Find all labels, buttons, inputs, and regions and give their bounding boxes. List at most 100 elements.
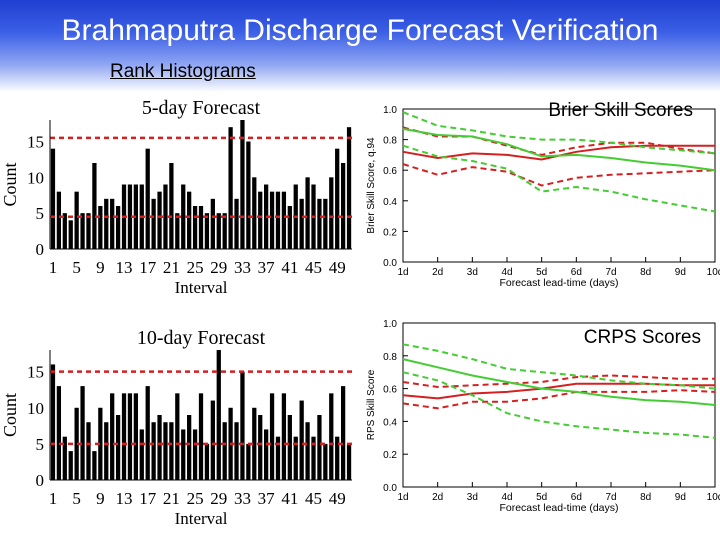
histogram-bar bbox=[151, 198, 156, 249]
x-tick-label: 45 bbox=[305, 489, 322, 508]
histogram-bar bbox=[252, 407, 257, 480]
histogram-bar bbox=[181, 429, 186, 480]
x-axis-label: Interval bbox=[175, 509, 228, 528]
histogram-bar bbox=[240, 371, 245, 480]
x-tick-label: 5 bbox=[72, 489, 81, 508]
histogram-bar bbox=[216, 213, 221, 249]
plot-frame bbox=[402, 108, 716, 263]
histogram-bar bbox=[92, 163, 97, 249]
histogram-bar bbox=[275, 436, 281, 480]
histogram-bar bbox=[98, 407, 103, 480]
chart-title: Brier Skill Scores bbox=[548, 100, 693, 121]
histogram-bar bbox=[80, 213, 85, 249]
x-tick-label: 25 bbox=[187, 489, 204, 508]
histogram-bar bbox=[127, 393, 133, 480]
x-tick-label: 25 bbox=[187, 258, 204, 277]
histogram-bar bbox=[287, 206, 292, 249]
histogram-bar bbox=[335, 148, 340, 249]
y-axis-label: Count bbox=[0, 393, 20, 437]
y-tick-label: 0.0 bbox=[383, 258, 397, 269]
series-red-upper bbox=[402, 374, 715, 389]
chart-title: CRPS Scores bbox=[584, 327, 701, 348]
histogram-bar bbox=[258, 191, 263, 249]
x-tick-label: 6d bbox=[571, 267, 582, 278]
histogram-bar bbox=[74, 407, 79, 480]
histogram-bar bbox=[98, 206, 103, 249]
y-tick-label: 5 bbox=[36, 435, 45, 454]
histogram-bar bbox=[163, 184, 168, 249]
x-tick-label: 21 bbox=[163, 489, 180, 508]
histogram-bar bbox=[80, 386, 85, 480]
histogram-bar bbox=[323, 443, 328, 480]
x-tick-label: 2d bbox=[432, 492, 443, 503]
histogram-bar bbox=[228, 127, 233, 249]
x-tick-label: 3d bbox=[467, 492, 478, 503]
x-axis-label: Interval bbox=[175, 278, 228, 297]
x-tick-label: 7d bbox=[605, 267, 616, 278]
histogram-bar bbox=[323, 198, 328, 249]
x-tick-label: 1d bbox=[397, 492, 408, 503]
histogram-bar bbox=[56, 386, 62, 480]
x-tick-label: 17 bbox=[139, 489, 157, 508]
x-tick-label: 37 bbox=[258, 258, 276, 277]
histogram-bar bbox=[305, 422, 310, 480]
brier-skill-chart: 0.0 0.2 0.4 0.6 0.8 1.0 1d 2d 3d 4d 5d 6d 7d 8d 9d 10d F… bbox=[366, 100, 720, 289]
histogram-bar bbox=[62, 436, 67, 480]
x-tick-label: 4d bbox=[501, 267, 512, 278]
histogram-bar bbox=[305, 177, 310, 249]
crps-panel: 0.0 0.2 0.4 0.6 0.8 1.0 1d 2d 3d 4d 5d 6d 7d 8d 9d 10d F… bbox=[360, 314, 720, 540]
x-tick-label: 1d bbox=[397, 267, 408, 278]
histogram-bar bbox=[346, 443, 352, 480]
histogram-bar bbox=[145, 148, 150, 249]
histogram-bar bbox=[204, 213, 210, 249]
x-tick-label: 8d bbox=[640, 492, 651, 503]
histogram-bar bbox=[151, 422, 156, 480]
y-tick-label: 10 bbox=[27, 168, 44, 187]
histogram-bar bbox=[192, 206, 198, 249]
x-tick-label: 13 bbox=[116, 258, 133, 277]
x-tick-label: 45 bbox=[305, 258, 322, 277]
x-tick-label: 9 bbox=[96, 489, 105, 508]
histogram-bar bbox=[121, 393, 127, 480]
chart-title: 5-day Forecast bbox=[142, 97, 261, 119]
x-tick-label: 10d bbox=[707, 267, 720, 278]
histogram-bar bbox=[50, 364, 56, 480]
histogram-bar bbox=[329, 177, 334, 249]
histogram-bar bbox=[299, 400, 304, 480]
x-tick-label: 10d bbox=[707, 492, 720, 503]
series-red-lower bbox=[402, 389, 716, 410]
x-tick-label: 29 bbox=[210, 489, 227, 508]
x-tick-label: 33 bbox=[234, 258, 251, 277]
x-tick-label: 9d bbox=[675, 267, 686, 278]
y-tick-label: 0 bbox=[36, 240, 45, 259]
y-tick-label: 5 bbox=[36, 204, 45, 223]
histogram-bar bbox=[74, 191, 79, 249]
histogram-bar bbox=[258, 415, 263, 480]
rank-histogram-5day-panel: 5-day Forecast 0 5 10 15 1 5 9 13 17 21 25 29 33 37 41 4… bbox=[0, 92, 356, 306]
histogram-bar bbox=[62, 213, 67, 249]
histogram-bar bbox=[187, 415, 192, 480]
y-tick-label: 1.0 bbox=[383, 105, 397, 116]
x-tick-label: 3d bbox=[467, 267, 478, 278]
x-tick-label: 13 bbox=[116, 489, 133, 508]
x-tick-label: 1 bbox=[49, 258, 58, 277]
x-tick-label: 17 bbox=[139, 258, 157, 277]
x-tick-label: 6d bbox=[571, 492, 582, 503]
x-tick-label: 5d bbox=[536, 267, 547, 278]
histogram-bar bbox=[216, 350, 221, 480]
histogram-bar bbox=[281, 191, 287, 249]
x-tick-label: 5 bbox=[72, 258, 81, 277]
histogram-bar bbox=[181, 184, 186, 249]
histogram-bar bbox=[234, 422, 239, 480]
x-tick-label: 8d bbox=[640, 267, 651, 278]
histogram-bar bbox=[56, 191, 62, 249]
x-tick-label: 4d bbox=[501, 492, 512, 503]
y-tick-label: 0.0 bbox=[383, 483, 397, 494]
series-green-mean bbox=[402, 127, 716, 172]
y-tick-label: 0.4 bbox=[383, 197, 397, 208]
histogram-bar bbox=[269, 393, 275, 480]
histogram-bar bbox=[210, 198, 215, 249]
histogram-bar bbox=[169, 422, 174, 480]
histogram-bar bbox=[287, 415, 292, 480]
